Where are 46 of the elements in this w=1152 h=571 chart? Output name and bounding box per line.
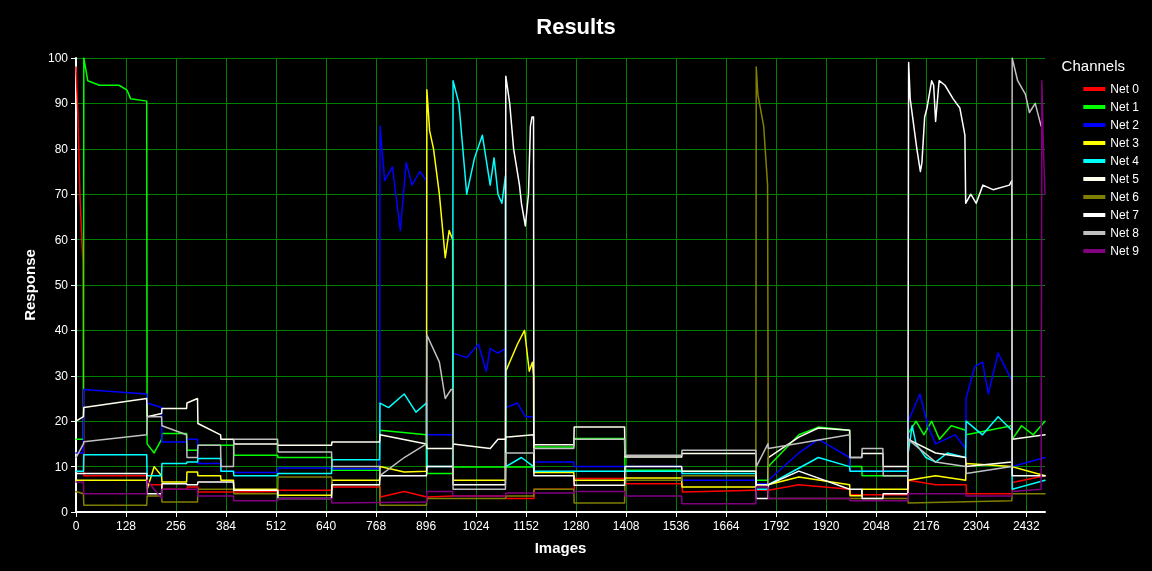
- x-tick-label: 2304: [962, 519, 990, 533]
- x-tick-label: 384: [216, 519, 237, 533]
- y-tick-label: 100: [47, 51, 69, 65]
- x-tick-label: 640: [316, 519, 337, 533]
- x-tick-label: 1024: [462, 519, 490, 533]
- legend-label: Net 8: [1110, 226, 1140, 240]
- y-tick-label: 70: [54, 187, 69, 202]
- legend-label: Net 7: [1110, 208, 1140, 222]
- legend-label: Net 2: [1110, 118, 1140, 132]
- x-tick-label: 1664: [712, 519, 740, 533]
- y-tick-label: 40: [54, 323, 69, 338]
- x-tick-label: 768: [366, 519, 387, 533]
- y-tick-label: 30: [54, 368, 69, 383]
- x-tick-label: 1152: [513, 519, 540, 533]
- x-tick-label: 1408: [612, 519, 640, 533]
- x-tick-label: 1792: [762, 519, 790, 533]
- x-tick-label: 2432: [1012, 519, 1040, 533]
- x-tick-label: 1920: [812, 519, 840, 533]
- legend-label: Net 9: [1110, 244, 1140, 258]
- y-tick-label: 90: [54, 96, 69, 111]
- y-tick-label: 0: [61, 505, 69, 519]
- legend-label: Net 4: [1110, 154, 1140, 168]
- x-tick-label: 0: [72, 519, 80, 533]
- legend-label: Net 5: [1110, 172, 1140, 186]
- legend-label: Net 1: [1110, 100, 1140, 114]
- x-axis-title: Images: [534, 539, 587, 556]
- y-tick-label: 10: [54, 459, 69, 474]
- y-tick-label: 50: [54, 278, 69, 292]
- line-series: [75, 397, 1046, 486]
- x-tick-label: 2176: [912, 519, 940, 533]
- x-tick-label: 1536: [662, 519, 690, 533]
- x-tick-label: 896: [416, 519, 437, 533]
- legend-label: Net 6: [1110, 190, 1140, 204]
- y-axis-title: Response: [21, 249, 39, 321]
- y-tick-label: 60: [54, 232, 69, 247]
- x-tick-label: 512: [266, 519, 287, 533]
- legend-label: Net 0: [1110, 82, 1140, 96]
- x-tick-label: 256: [166, 519, 187, 533]
- y-tick-label: 80: [54, 141, 69, 156]
- x-tick-label: 2048: [862, 519, 890, 533]
- y-tick-label: 20: [54, 414, 69, 429]
- legend-label: Net 3: [1110, 136, 1140, 150]
- legend-title: Channels: [1061, 57, 1126, 74]
- x-tick-label: 128: [116, 519, 137, 533]
- chart-title: Results: [536, 13, 616, 39]
- x-tick-label: 1280: [562, 519, 590, 533]
